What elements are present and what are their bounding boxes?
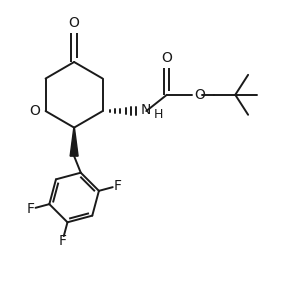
Text: F: F xyxy=(26,202,35,216)
Text: N: N xyxy=(140,103,151,117)
Text: H: H xyxy=(154,108,163,121)
Text: O: O xyxy=(30,104,41,118)
Text: O: O xyxy=(194,88,205,102)
Polygon shape xyxy=(70,128,78,156)
Text: F: F xyxy=(58,234,67,248)
Text: O: O xyxy=(161,51,172,65)
Text: O: O xyxy=(69,16,79,30)
Text: F: F xyxy=(114,179,122,193)
